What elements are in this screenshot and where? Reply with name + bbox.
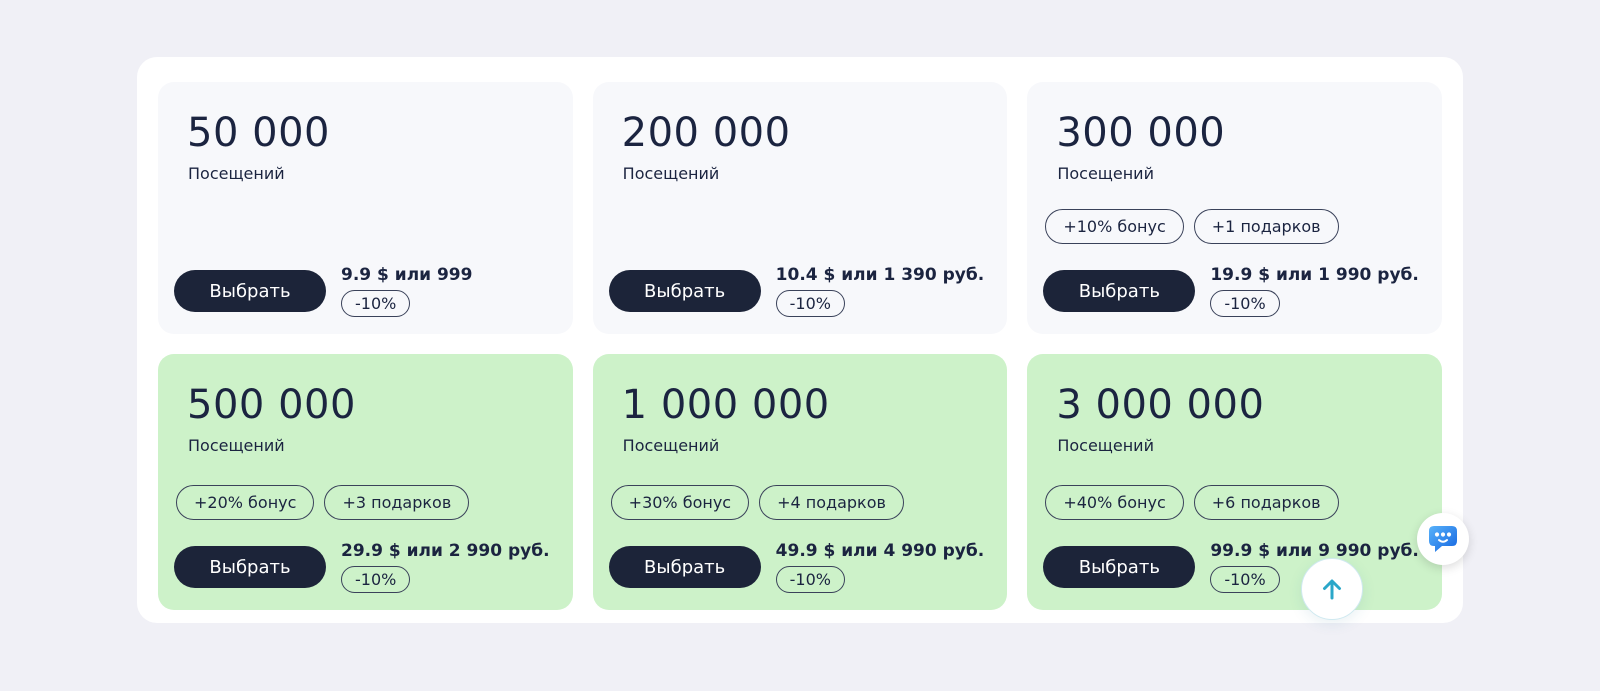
card-spacer	[609, 455, 990, 485]
chat-widget-button[interactable]	[1417, 513, 1469, 565]
discount-badge: -10%	[1210, 290, 1280, 317]
promo-badge: +3 подарков	[324, 485, 470, 520]
discount-badge: -10%	[341, 566, 411, 593]
pricing-card: 500 000 Посещений +20% бонус +3 подарков …	[158, 354, 573, 610]
card-bottom-row: Выбрать 9.9 $ или 999 -10%	[174, 265, 555, 317]
card-spacer	[609, 183, 990, 265]
card-bottom-row: Выбрать 29.9 $ или 2 990 руб. -10%	[174, 541, 555, 593]
visits-count: 50 000	[187, 110, 330, 156]
promo-badge: +4 подарков	[759, 485, 904, 520]
visits-label: Посещений	[1057, 436, 1154, 455]
promo-badge: +40% бонус	[1045, 485, 1184, 520]
price-text: 10.4 $ или 1 390 руб.	[775, 265, 985, 285]
visits-count: 3 000 000	[1056, 382, 1265, 428]
pricing-card: 3 000 000 Посещений +40% бонус +6 подарко…	[1027, 354, 1442, 610]
visits-label: Посещений	[1057, 164, 1154, 183]
chat-bubble-icon	[1428, 525, 1458, 553]
up-arrow-icon	[1317, 574, 1347, 604]
price-text: 9.9 $ или 999	[341, 265, 473, 285]
card-spacer	[174, 183, 555, 265]
scroll-to-top-button[interactable]	[1301, 558, 1363, 620]
pricing-panel: 50 000 Посещений Выбрать 9.9 $ или 999 -…	[137, 57, 1463, 623]
promo-badge: +6 подарков	[1193, 485, 1339, 520]
badges-row: +40% бонус +6 подарков	[1045, 485, 1424, 520]
promo-badge: +30% бонус	[610, 485, 750, 520]
visits-label: Посещений	[622, 436, 720, 455]
discount-badge: -10%	[775, 566, 845, 593]
price-block: 99.9 $ или 9 990 руб. -10%	[1210, 541, 1419, 593]
promo-badge: +1 подарков	[1193, 209, 1339, 244]
visits-label: Посещений	[188, 164, 285, 183]
pricing-grid: 50 000 Посещений Выбрать 9.9 $ или 999 -…	[158, 82, 1442, 610]
pricing-card: 50 000 Посещений Выбрать 9.9 $ или 999 -…	[158, 82, 573, 334]
visits-count: 500 000	[187, 382, 356, 428]
badges-row: +10% бонус +1 подарков	[1045, 209, 1424, 244]
select-button[interactable]: Выбрать	[1043, 546, 1196, 588]
card-bottom-row: Выбрать 19.9 $ или 1 990 руб. -10%	[1043, 265, 1424, 317]
card-bottom-row: Выбрать 49.9 $ или 4 990 руб. -10%	[608, 541, 990, 593]
badges-row: +30% бонус +4 подарков	[610, 485, 990, 520]
promo-badge: +10% бонус	[1045, 209, 1184, 244]
pricing-card: 200 000 Посещений Выбрать 10.4 $ или 1 3…	[592, 82, 1008, 334]
select-button[interactable]: Выбрать	[1043, 270, 1196, 312]
price-block: 19.9 $ или 1 990 руб. -10%	[1210, 265, 1419, 317]
visits-count: 1 000 000	[621, 382, 830, 428]
visits-label: Посещений	[188, 436, 285, 455]
card-bottom-row: Выбрать 99.9 $ или 9 990 руб. -10%	[1043, 541, 1424, 593]
discount-badge: -10%	[341, 290, 411, 317]
pricing-card: 1 000 000 Посещений +30% бонус +4 подарко…	[592, 354, 1008, 610]
price-block: 49.9 $ или 4 990 руб. -10%	[775, 541, 985, 593]
discount-badge: -10%	[1210, 566, 1280, 593]
promo-badge: +20% бонус	[176, 485, 315, 520]
price-text: 49.9 $ или 4 990 руб.	[775, 541, 985, 561]
price-block: 29.9 $ или 2 990 руб. -10%	[341, 541, 550, 593]
pricing-card: 300 000 Посещений +10% бонус +1 подарков …	[1027, 82, 1442, 334]
visits-count: 200 000	[621, 110, 791, 156]
visits-count: 300 000	[1056, 110, 1226, 156]
price-text: 29.9 $ или 2 990 руб.	[341, 541, 550, 561]
select-button[interactable]: Выбрать	[174, 546, 326, 588]
badges-row: +20% бонус +3 подарков	[176, 485, 555, 520]
select-button[interactable]: Выбрать	[608, 270, 761, 312]
select-button[interactable]: Выбрать	[174, 270, 326, 312]
card-spacer	[174, 455, 555, 485]
select-button[interactable]: Выбрать	[608, 546, 761, 588]
price-block: 9.9 $ или 999 -10%	[341, 265, 472, 317]
card-spacer	[1043, 455, 1424, 485]
visits-label: Посещений	[622, 164, 720, 183]
price-text: 99.9 $ или 9 990 руб.	[1210, 541, 1419, 561]
price-block: 10.4 $ или 1 390 руб. -10%	[775, 265, 985, 317]
card-bottom-row: Выбрать 10.4 $ или 1 390 руб. -10%	[608, 265, 990, 317]
card-spacer	[1043, 183, 1424, 209]
discount-badge: -10%	[775, 290, 845, 317]
price-text: 19.9 $ или 1 990 руб.	[1210, 265, 1419, 285]
